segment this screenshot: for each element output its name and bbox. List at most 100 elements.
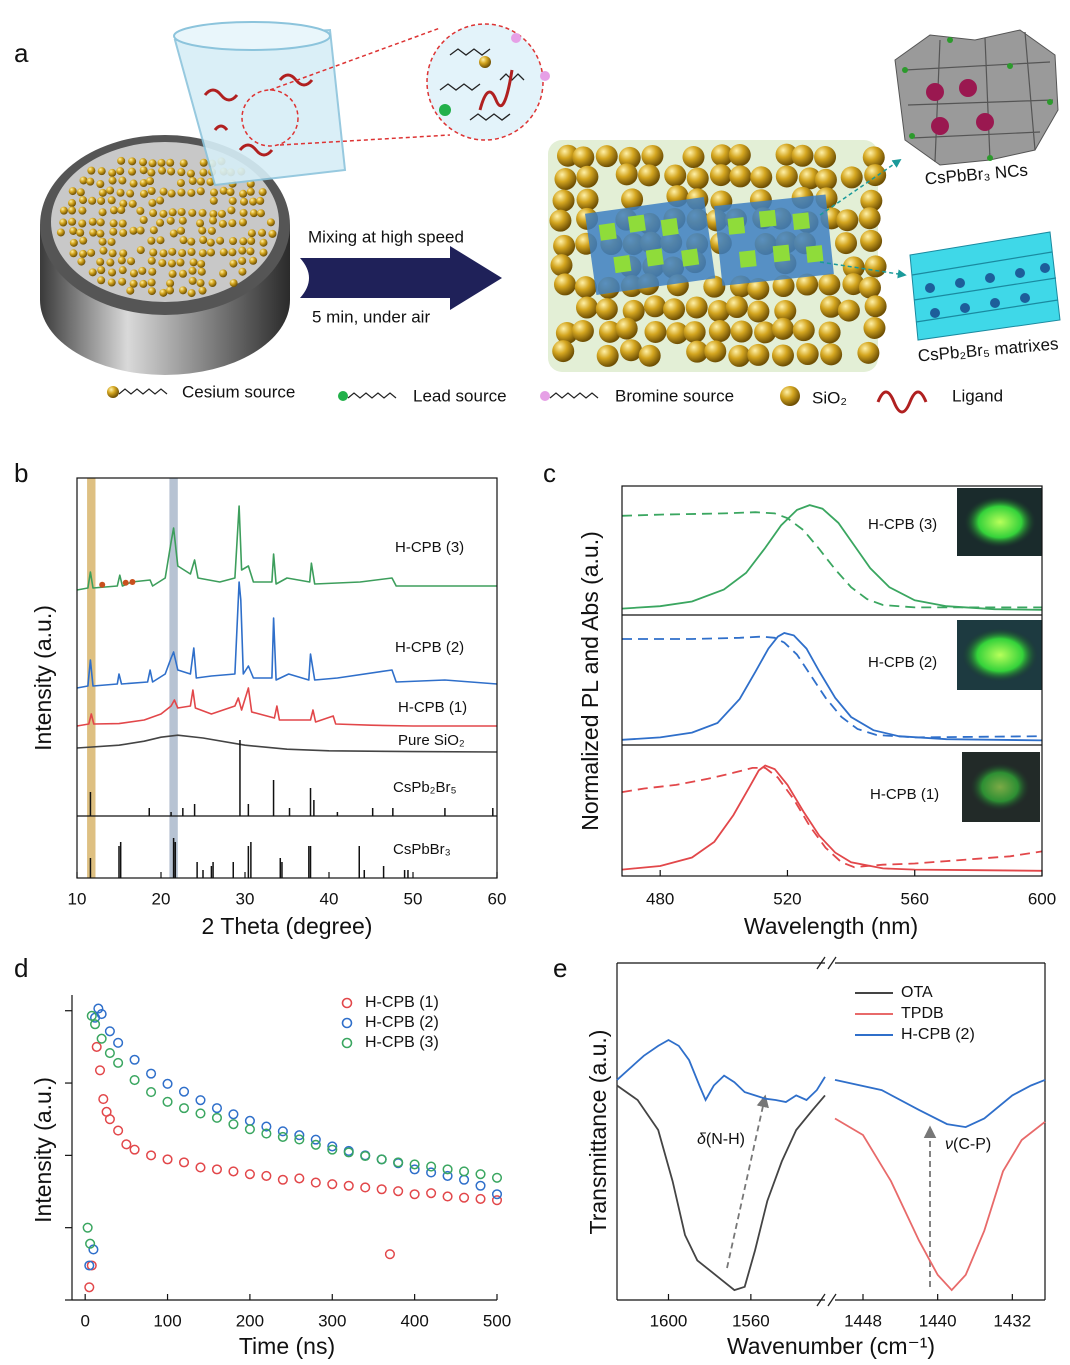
x-axis-label: Wavelength (nm) <box>744 913 918 939</box>
decay-point <box>376 1154 387 1165</box>
pot-particle <box>147 256 156 265</box>
zoom-line <box>269 27 441 91</box>
x-tick-label: 560 <box>901 889 929 908</box>
pointer <box>819 158 902 216</box>
decay-point <box>211 1112 223 1123</box>
decay-point <box>104 1114 115 1125</box>
pot-particle <box>198 249 207 258</box>
pot-particle <box>88 196 97 205</box>
pot-particle <box>156 218 165 227</box>
br-atom <box>540 71 550 81</box>
sio2-sphere <box>555 322 578 345</box>
pot-particle <box>98 188 107 197</box>
decay-point <box>442 1170 453 1181</box>
y-axis-label: Intensity (a.u.) <box>30 1077 56 1223</box>
zoom-source <box>241 89 299 147</box>
pl-curve <box>621 764 1043 872</box>
process-arrow <box>300 246 502 310</box>
pot-particle <box>96 218 105 227</box>
decay-point <box>146 1150 157 1161</box>
phase-marker <box>99 581 106 588</box>
pot-particle <box>68 217 77 226</box>
sio2-sphere <box>575 296 598 319</box>
legend-icon <box>107 386 119 398</box>
pot-particle <box>209 209 218 218</box>
decay-point <box>228 1166 239 1177</box>
pot-particle <box>68 206 77 215</box>
sio2-sphere <box>549 209 572 232</box>
decay-point <box>384 1249 395 1260</box>
pot-particle <box>177 168 186 177</box>
xrd-curve <box>76 581 498 689</box>
pot-particle <box>129 226 138 235</box>
pot-particle <box>129 279 138 288</box>
decay-point <box>459 1174 470 1185</box>
decay-point <box>88 1244 99 1255</box>
decay-point <box>94 1065 106 1076</box>
pot-particle <box>238 246 247 255</box>
sio2-sphere <box>814 145 837 168</box>
decay-point <box>162 1096 173 1107</box>
panel-label: b <box>14 458 28 488</box>
sio2-sphere <box>792 319 815 342</box>
decay-point <box>360 1182 371 1193</box>
plot-frame <box>76 477 498 879</box>
zoom-line <box>279 134 451 146</box>
x-tick-label: 20 <box>152 889 171 908</box>
sio2-sphere <box>860 229 883 252</box>
sio2-sphere <box>775 143 798 166</box>
sio2-sphere <box>835 232 858 255</box>
pot-particle <box>119 199 128 208</box>
schematic: Mixing at high speed 5 min, under air Cs… <box>40 21 1061 414</box>
highlight-band <box>169 478 178 878</box>
decay-point <box>376 1184 387 1195</box>
pot-particle <box>86 177 95 186</box>
pot-particle <box>68 187 77 196</box>
highlight-band <box>87 478 96 878</box>
pot-particle <box>187 247 196 256</box>
x-tick-label: 480 <box>646 889 674 908</box>
pot-particle <box>199 158 208 167</box>
annotation-text: (N-H) <box>706 1131 745 1148</box>
pot-particle <box>167 189 176 198</box>
photo-inset <box>957 488 1042 556</box>
matrix-structure <box>909 231 1061 341</box>
pot-particle <box>179 236 188 245</box>
pot-particle <box>139 279 148 288</box>
pot-particle <box>249 256 258 265</box>
sio2-sphere <box>864 255 887 278</box>
x-axis-label: Time (ns) <box>239 1333 335 1359</box>
sio2-sphere <box>552 340 575 363</box>
pot-particle <box>187 289 196 298</box>
zoom-chains <box>439 48 525 121</box>
pot-particle <box>97 167 106 176</box>
pot-particle <box>259 248 268 257</box>
pot-particle <box>256 209 265 218</box>
sio2-sphere <box>836 209 859 232</box>
pot-particle <box>227 206 236 215</box>
pot-particle <box>159 187 168 196</box>
pot-particle <box>167 167 176 176</box>
pot-particle <box>228 219 237 228</box>
pot-particle <box>147 236 156 245</box>
x-tick-label: 1600 <box>650 1311 688 1330</box>
pot-particle <box>107 237 116 246</box>
pl-curve <box>621 504 1043 611</box>
x-tick-label: 520 <box>773 889 801 908</box>
pot-particle <box>178 286 187 295</box>
annotation-symbol: ν <box>945 1136 953 1153</box>
pot-particle <box>167 259 176 268</box>
legend-icon <box>876 390 928 414</box>
pot-particle <box>219 248 228 257</box>
pot-particle <box>229 279 238 288</box>
sio2-sphere <box>747 278 770 301</box>
pot-particle <box>219 186 228 195</box>
pot-particle <box>189 258 198 267</box>
pot-particle <box>199 168 208 177</box>
decay-point <box>459 1192 470 1203</box>
decay-point <box>178 1103 190 1114</box>
pot-particle <box>126 189 135 198</box>
pot-particle <box>78 206 87 215</box>
decay-point <box>96 1033 107 1044</box>
sio2-sphere <box>571 320 594 343</box>
